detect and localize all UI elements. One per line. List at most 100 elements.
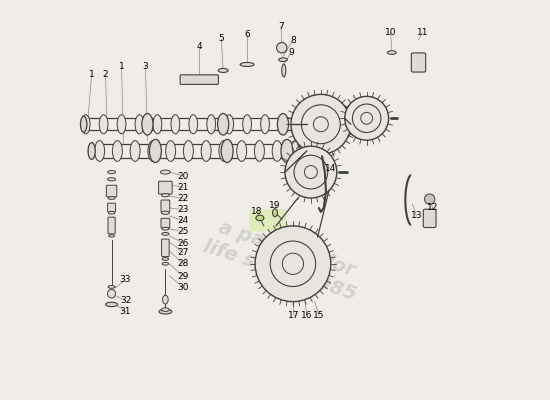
- Ellipse shape: [221, 140, 233, 162]
- Text: 5: 5: [218, 34, 224, 43]
- Ellipse shape: [236, 141, 246, 161]
- Circle shape: [285, 146, 337, 198]
- Text: 29: 29: [178, 272, 189, 281]
- Ellipse shape: [240, 62, 254, 66]
- Text: 1: 1: [119, 62, 124, 71]
- Text: 33: 33: [120, 275, 131, 284]
- Text: 1: 1: [89, 70, 95, 79]
- Circle shape: [291, 94, 351, 154]
- Ellipse shape: [130, 141, 140, 161]
- Ellipse shape: [106, 302, 118, 307]
- FancyBboxPatch shape: [411, 53, 426, 72]
- Ellipse shape: [387, 51, 396, 54]
- Ellipse shape: [109, 235, 114, 237]
- Ellipse shape: [282, 64, 286, 77]
- Ellipse shape: [163, 295, 168, 304]
- Ellipse shape: [148, 141, 158, 161]
- Text: 28: 28: [178, 259, 189, 268]
- Text: 3: 3: [142, 62, 149, 71]
- FancyBboxPatch shape: [158, 181, 172, 194]
- Text: 24: 24: [178, 216, 189, 225]
- Ellipse shape: [171, 115, 180, 134]
- Ellipse shape: [281, 140, 293, 162]
- Ellipse shape: [161, 211, 169, 214]
- Ellipse shape: [112, 141, 122, 161]
- Ellipse shape: [117, 115, 126, 134]
- Text: 17: 17: [288, 311, 300, 320]
- Ellipse shape: [261, 115, 270, 134]
- Text: 11: 11: [417, 28, 428, 37]
- Ellipse shape: [162, 232, 169, 235]
- FancyBboxPatch shape: [108, 217, 115, 234]
- Ellipse shape: [277, 114, 289, 135]
- Ellipse shape: [279, 115, 287, 134]
- Ellipse shape: [161, 308, 169, 312]
- Ellipse shape: [207, 115, 216, 134]
- Text: a passion for
life since 1985: a passion for life since 1985: [201, 216, 365, 304]
- Circle shape: [425, 194, 435, 204]
- Ellipse shape: [243, 115, 251, 134]
- FancyBboxPatch shape: [424, 209, 436, 228]
- Text: 6: 6: [244, 30, 250, 39]
- FancyBboxPatch shape: [250, 209, 287, 232]
- Ellipse shape: [108, 170, 115, 174]
- Text: 10: 10: [385, 28, 397, 37]
- Ellipse shape: [108, 286, 115, 288]
- Circle shape: [255, 226, 331, 302]
- Text: 21: 21: [178, 183, 189, 192]
- Ellipse shape: [162, 258, 168, 260]
- FancyBboxPatch shape: [106, 185, 117, 197]
- Ellipse shape: [225, 115, 234, 134]
- Ellipse shape: [150, 140, 161, 162]
- Ellipse shape: [218, 114, 229, 135]
- Ellipse shape: [81, 115, 90, 134]
- Ellipse shape: [135, 115, 144, 134]
- FancyBboxPatch shape: [162, 239, 169, 257]
- Text: 4: 4: [196, 42, 202, 51]
- Circle shape: [277, 42, 287, 53]
- Ellipse shape: [218, 68, 228, 72]
- Text: 25: 25: [178, 227, 189, 236]
- Ellipse shape: [273, 209, 277, 217]
- Text: 13: 13: [411, 212, 422, 220]
- Ellipse shape: [95, 141, 104, 161]
- Text: 23: 23: [178, 205, 189, 214]
- Ellipse shape: [189, 115, 197, 134]
- Text: 2: 2: [103, 70, 108, 79]
- Text: 26: 26: [178, 238, 189, 248]
- Ellipse shape: [279, 58, 287, 62]
- Text: 7: 7: [278, 22, 284, 31]
- Text: 14: 14: [325, 164, 337, 173]
- FancyBboxPatch shape: [161, 200, 170, 212]
- Text: 18: 18: [251, 208, 263, 216]
- Text: 32: 32: [120, 296, 131, 305]
- Ellipse shape: [108, 178, 115, 181]
- Ellipse shape: [296, 115, 305, 134]
- Text: 20: 20: [178, 172, 189, 180]
- FancyBboxPatch shape: [161, 218, 170, 228]
- Ellipse shape: [162, 227, 169, 230]
- Ellipse shape: [80, 116, 87, 132]
- Ellipse shape: [108, 197, 115, 200]
- Text: 22: 22: [178, 194, 189, 203]
- FancyBboxPatch shape: [180, 75, 218, 84]
- Text: 9: 9: [288, 48, 294, 57]
- Text: 31: 31: [120, 307, 131, 316]
- Ellipse shape: [142, 114, 153, 135]
- Ellipse shape: [162, 262, 168, 265]
- Ellipse shape: [108, 289, 115, 298]
- Ellipse shape: [290, 141, 300, 161]
- Ellipse shape: [166, 141, 175, 161]
- Ellipse shape: [183, 141, 194, 161]
- Ellipse shape: [108, 211, 115, 214]
- Text: 8: 8: [290, 36, 296, 45]
- Text: 30: 30: [178, 283, 189, 292]
- Text: 16: 16: [301, 311, 312, 320]
- Text: 12: 12: [427, 204, 438, 212]
- Ellipse shape: [201, 141, 211, 161]
- Circle shape: [345, 96, 389, 140]
- Ellipse shape: [159, 309, 172, 314]
- Ellipse shape: [255, 141, 265, 161]
- Ellipse shape: [161, 194, 169, 197]
- Ellipse shape: [161, 170, 170, 174]
